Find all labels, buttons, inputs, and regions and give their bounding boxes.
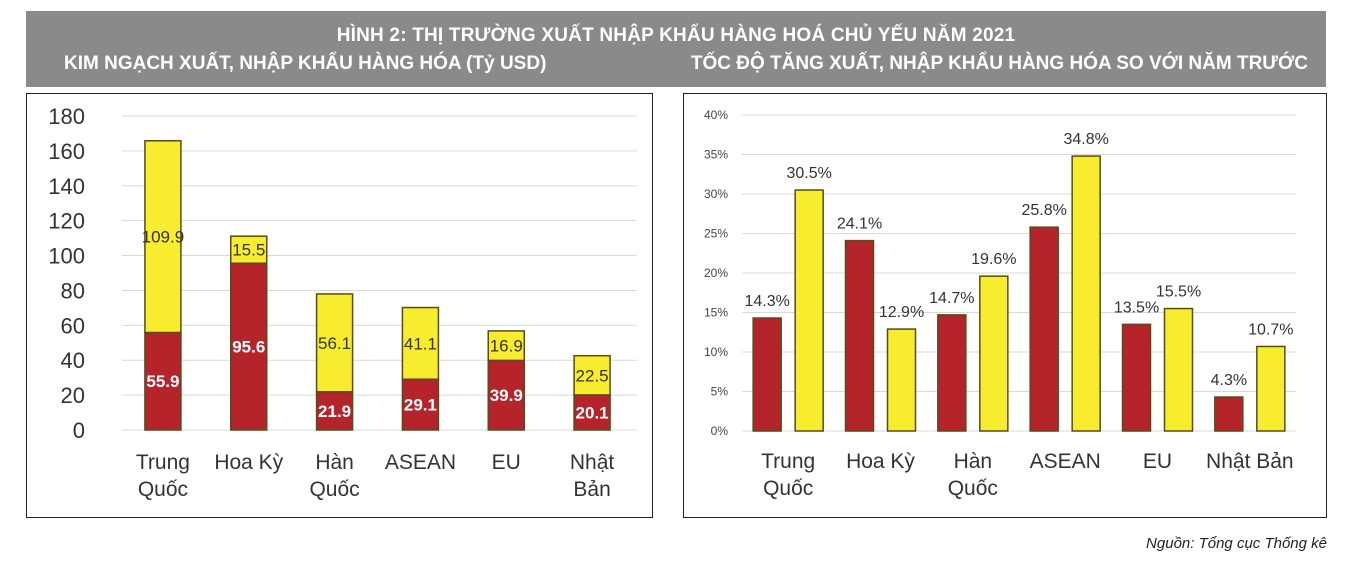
x-category-label: Quốc bbox=[138, 478, 188, 501]
x-category-label: Trung bbox=[761, 450, 815, 473]
y-tick-label: 10% bbox=[704, 345, 728, 359]
figure-title: HÌNH 2: THỊ TRƯỜNG XUẤT NHẬP KHẨU HÀNG H… bbox=[336, 25, 1016, 46]
y-tick-label: 20% bbox=[704, 266, 728, 280]
bar-value-label: 55.9 bbox=[146, 372, 179, 391]
bar-value-label: 16.9 bbox=[490, 337, 523, 356]
chart-header-banner: HÌNH 2: THỊ TRƯỜNG XUẤT NHẬP KHẨU HÀNG H… bbox=[26, 11, 1326, 87]
bar-value-label: 24.1% bbox=[837, 216, 882, 233]
y-tick-label: 0 bbox=[73, 418, 85, 443]
bar-value-label: 34.8% bbox=[1063, 131, 1108, 148]
y-tick-label: 0% bbox=[711, 424, 729, 438]
x-category-label: Hàn bbox=[315, 451, 354, 474]
y-tick-label: 120 bbox=[48, 209, 85, 234]
bar-value-label: 15.5 bbox=[232, 241, 265, 260]
left-chart-panel: 0 20 40 60 80 100 120 140 160 180 55.9 109.9 Trung Qu… bbox=[26, 93, 653, 518]
import-growth-bar bbox=[1256, 345, 1286, 432]
bar-value-label: 29.1 bbox=[404, 396, 437, 415]
x-category-label: Hàn bbox=[954, 450, 993, 473]
y-tick-label: 5% bbox=[711, 385, 729, 399]
bar-value-label: 14.7% bbox=[929, 290, 974, 307]
bar-value-label: 25.8% bbox=[1021, 202, 1066, 219]
export-bar-segment bbox=[230, 262, 268, 431]
x-category-label: Bản bbox=[573, 478, 610, 501]
import-bar-segment bbox=[144, 140, 182, 334]
export-growth-bar bbox=[1121, 323, 1152, 432]
y-tick-label: 40% bbox=[704, 108, 728, 122]
x-category-label: Nhật bbox=[570, 451, 615, 474]
x-category-label: Trung bbox=[136, 451, 190, 474]
y-tick-label: 140 bbox=[48, 174, 85, 199]
y-tick-label: 30% bbox=[704, 187, 728, 201]
x-category-label: EU bbox=[492, 451, 521, 474]
import-growth-bar bbox=[1071, 155, 1101, 432]
y-tick-label: 15% bbox=[704, 306, 728, 320]
import-bar-segment bbox=[401, 306, 440, 380]
bar-value-label: 15.5% bbox=[1156, 284, 1201, 301]
import-bar-segment bbox=[230, 235, 268, 264]
x-category-label: ASEAN bbox=[1030, 450, 1101, 473]
export-growth-bar bbox=[844, 239, 875, 432]
import-growth-bar bbox=[794, 189, 824, 432]
source-note: Nguồn: Tổng cục Thống kê bbox=[1146, 535, 1327, 552]
x-category-label: Quốc bbox=[309, 478, 359, 501]
export-bar-segment bbox=[401, 378, 440, 431]
import-bar-segment bbox=[487, 330, 525, 362]
bar-value-label: 21.9 bbox=[318, 402, 351, 421]
bar-value-label: 109.9 bbox=[142, 228, 185, 247]
y-tick-label: 35% bbox=[704, 148, 728, 162]
x-category-label: EU bbox=[1143, 450, 1172, 473]
y-tick-label: 20 bbox=[61, 383, 85, 408]
bar-value-label: 95.6 bbox=[232, 338, 265, 357]
trade-value-stacked-bar-chart: 0 20 40 60 80 100 120 140 160 180 55.9 109.9 Trung Qu… bbox=[48, 104, 637, 501]
export-growth-bar bbox=[937, 314, 967, 432]
bar-value-label: 13.5% bbox=[1114, 299, 1159, 316]
y-tick-label: 180 bbox=[48, 104, 85, 129]
import-growth-bar bbox=[979, 275, 1009, 432]
bar-value-label: 56.1 bbox=[318, 334, 351, 353]
bar-value-label: 41.1 bbox=[404, 334, 437, 353]
x-category-label: Quốc bbox=[948, 477, 998, 500]
bar-value-label: 14.3% bbox=[744, 293, 789, 310]
bar-value-label: 20.1 bbox=[576, 403, 609, 422]
bar-value-label: 12.9% bbox=[879, 304, 924, 321]
y-tick-label: 100 bbox=[48, 244, 85, 269]
y-tick-label: 60 bbox=[61, 313, 85, 338]
bar-value-label: 22.5 bbox=[576, 366, 609, 385]
import-bar-segment bbox=[315, 293, 354, 393]
bar-value-label: 39.9 bbox=[490, 386, 523, 405]
x-category-label: Nhật Bản bbox=[1206, 450, 1294, 473]
right-chart-panel: 0% 5% 10% 15% 20% 25% 30% 35% 40% 14.3% 30.5% Trung… bbox=[683, 93, 1327, 518]
x-category-label: Hoa Kỳ bbox=[214, 451, 283, 474]
x-category-label: Quốc bbox=[763, 477, 813, 500]
bar-value-label: 30.5% bbox=[786, 165, 831, 182]
bar-value-label: 10.7% bbox=[1248, 321, 1293, 338]
export-growth-bar bbox=[752, 317, 782, 432]
y-tick-label: 25% bbox=[704, 227, 728, 241]
right-chart-subtitle: TỐC ĐỘ TĂNG XUẤT, NHẬP KHẨU HÀNG HÓA SO … bbox=[690, 53, 1308, 74]
growth-rate-bar-chart: 0% 5% 10% 15% 20% 25% 30% 35% 40% 14.3% 30.5% Trung… bbox=[704, 108, 1296, 500]
x-category-label: Hoa Kỳ bbox=[846, 450, 915, 473]
import-growth-bar bbox=[1163, 307, 1194, 432]
y-tick-label: 80 bbox=[61, 278, 85, 303]
export-bar-segment bbox=[315, 391, 354, 431]
y-tick-label: 40 bbox=[61, 348, 85, 373]
import-bar-segment bbox=[573, 354, 611, 396]
bar-value-label: 4.3% bbox=[1211, 372, 1247, 389]
left-chart-subtitle: KIM NGẠCH XUẤT, NHẬP KHẨU HÀNG HÓA (Tỷ U… bbox=[64, 53, 547, 74]
export-bar-segment bbox=[487, 359, 525, 431]
import-growth-bar bbox=[886, 328, 917, 432]
y-tick-label: 160 bbox=[48, 139, 85, 164]
export-growth-bar bbox=[1214, 396, 1244, 432]
export-growth-bar bbox=[1029, 226, 1059, 432]
bar-value-label: 19.6% bbox=[971, 251, 1016, 268]
export-bar-segment bbox=[573, 394, 611, 431]
x-category-label: ASEAN bbox=[385, 451, 456, 474]
